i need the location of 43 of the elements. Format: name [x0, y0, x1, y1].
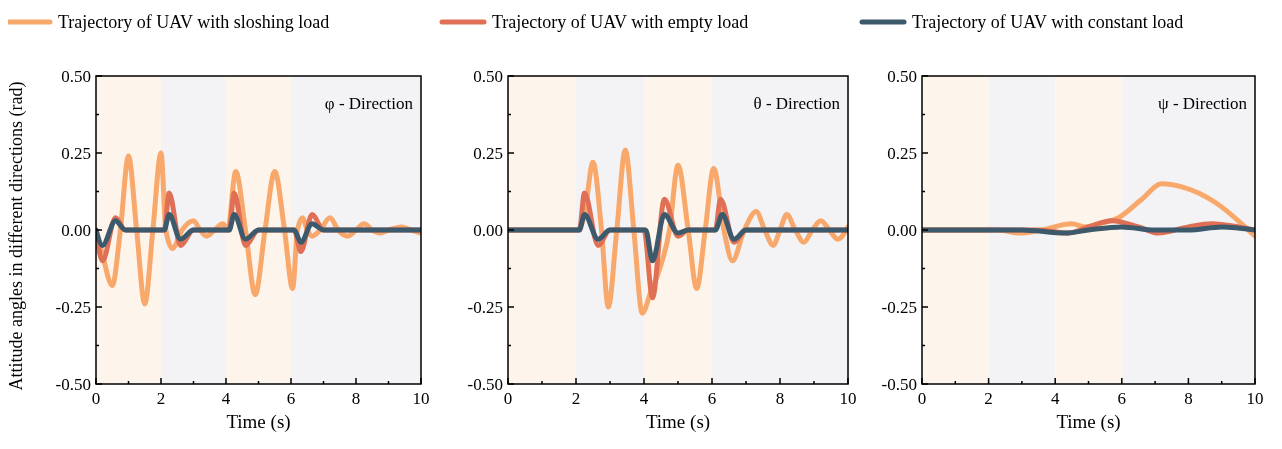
y-tick-label: 0.25 [887, 144, 917, 163]
x-tick-label: 10 [839, 389, 857, 408]
x-tick-label: 4 [639, 389, 649, 408]
y-tick-label: -0.25 [55, 298, 91, 317]
legend-label: Trajectory of UAV with sloshing load [58, 12, 330, 32]
y-tick-label: 0.00 [473, 221, 503, 240]
annotation: φ - Direction [324, 94, 414, 113]
y-tick-label: -0.50 [55, 375, 91, 394]
x-tick-label: 8 [1184, 389, 1193, 408]
y-tick-label: 0.25 [473, 144, 503, 163]
x-tick-label: 4 [221, 389, 231, 408]
x-tick-label: 2 [156, 389, 166, 408]
legend-label: Trajectory of UAV with constant load [912, 12, 1184, 32]
x-tick-label: 2 [571, 389, 581, 408]
x-tick-label: 8 [775, 389, 785, 408]
y-tick-label: 0.25 [61, 144, 91, 163]
legend-label: Trajectory of UAV with empty load [492, 12, 749, 32]
x-axis-title: Time (s) [226, 411, 291, 433]
x-tick-label: 2 [984, 389, 993, 408]
x-tick-label: 6 [286, 389, 296, 408]
y-tick-label: -0.25 [467, 298, 503, 317]
x-tick-label: 4 [1050, 389, 1060, 408]
y-tick-label: -0.50 [467, 375, 503, 394]
x-tick-label: 0 [917, 389, 927, 408]
annotation: ψ - Direction [1157, 94, 1248, 113]
x-tick-label: 10 [1246, 389, 1264, 408]
y-tick-label: -0.50 [881, 375, 917, 394]
y-tick-label: -0.25 [881, 298, 917, 317]
y-tick-label: 0.00 [887, 221, 917, 240]
x-tick-label: 6 [1117, 389, 1127, 408]
x-tick-label: 6 [707, 389, 717, 408]
y-tick-label: 0.00 [61, 221, 91, 240]
x-tick-label: 0 [503, 389, 513, 408]
y-tick-label: 0.50 [473, 67, 503, 86]
x-tick-label: 8 [351, 389, 361, 408]
y-tick-label: 0.50 [61, 67, 91, 86]
y-axis-title: Attitude angles in different directions (rad) [6, 81, 27, 391]
x-tick-label: 10 [412, 389, 430, 408]
x-axis-title: Time (s) [1056, 411, 1121, 433]
x-tick-label: 0 [91, 389, 101, 408]
x-axis-title: Time (s) [645, 411, 711, 433]
annotation: θ - Direction [753, 94, 841, 113]
y-tick-label: 0.50 [887, 67, 917, 86]
